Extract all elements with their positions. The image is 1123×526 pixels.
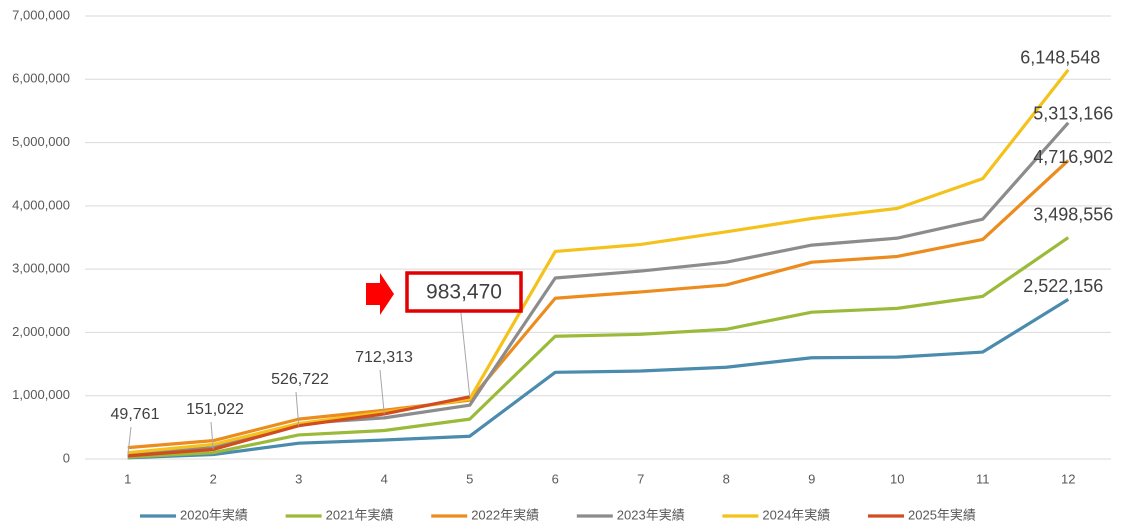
x-tick-label: 4 — [381, 471, 388, 486]
x-tick-label: 2 — [210, 471, 217, 486]
data-label: 49,761 — [111, 406, 160, 423]
highlight-box — [405, 271, 523, 313]
legend-label: 2023年実績 — [617, 507, 685, 522]
series-line — [127, 68, 1070, 455]
leader-line — [295, 391, 300, 426]
legend-label: 2022年実績 — [471, 507, 539, 522]
legend-label: 2025年実績 — [908, 507, 976, 522]
leader-line — [210, 421, 214, 450]
x-tick-label: 9 — [808, 471, 815, 486]
data-label: 526,722 — [271, 371, 329, 388]
data-label: 6,148,548 — [1020, 48, 1100, 68]
leader-line — [379, 369, 385, 414]
legend-label: 2024年実績 — [762, 507, 830, 522]
y-tick-label: 4,000,000 — [12, 197, 70, 212]
arrow — [366, 273, 394, 315]
x-tick-label: 5 — [466, 471, 473, 486]
x-tick-label: 8 — [723, 471, 730, 486]
y-tick-label: 7,000,000 — [12, 7, 70, 22]
series-line — [127, 159, 1070, 450]
series-line — [127, 121, 1070, 456]
y-tick-label: 5,000,000 — [12, 134, 70, 149]
series-line — [127, 298, 1070, 460]
x-tick-label: 7 — [637, 471, 644, 486]
data-label: 3,498,556 — [1033, 204, 1113, 224]
data-label: 983,470 — [426, 281, 502, 304]
y-tick-label: 0 — [63, 450, 70, 465]
data-label: 5,313,166 — [1033, 104, 1113, 124]
x-tick-label: 1 — [124, 471, 131, 486]
data-label: 4,716,902 — [1033, 147, 1113, 167]
y-tick-label: 1,000,000 — [12, 387, 70, 402]
x-tick-label: 3 — [295, 471, 302, 486]
legend-label: 2020年実績 — [180, 507, 248, 522]
series-line — [127, 236, 1070, 459]
y-tick-label: 2,000,000 — [12, 324, 70, 339]
x-tick-label: 12 — [1061, 471, 1075, 486]
x-tick-label: 11 — [976, 471, 990, 486]
legend-label: 2021年実績 — [326, 507, 394, 522]
y-tick-label: 3,000,000 — [12, 261, 70, 276]
y-tick-label: 6,000,000 — [12, 71, 70, 86]
leader-line — [127, 426, 132, 456]
data-label: 712,313 — [355, 349, 413, 366]
leader-line — [459, 303, 471, 397]
data-label: 2,522,156 — [1023, 276, 1103, 296]
x-tick-label: 10 — [890, 471, 904, 486]
data-label: 151,022 — [186, 401, 244, 418]
x-tick-label: 6 — [552, 471, 559, 486]
